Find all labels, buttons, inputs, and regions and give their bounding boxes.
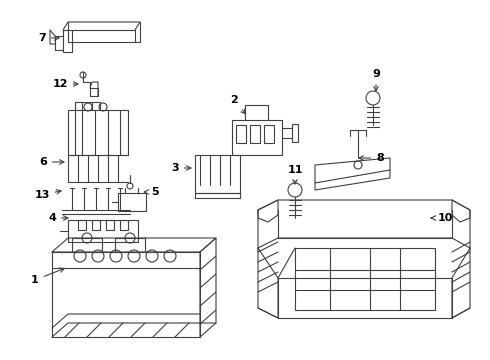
Bar xyxy=(115,238,145,252)
Bar xyxy=(68,220,138,242)
Text: 6: 6 xyxy=(39,157,64,167)
Bar xyxy=(92,220,100,230)
Text: 8: 8 xyxy=(359,153,384,163)
Bar xyxy=(118,193,146,211)
Text: 12: 12 xyxy=(52,79,78,89)
Bar xyxy=(264,125,274,143)
Bar xyxy=(195,155,240,193)
Text: 9: 9 xyxy=(372,69,380,91)
Bar xyxy=(250,125,260,143)
Text: 1: 1 xyxy=(31,268,64,285)
Text: 13: 13 xyxy=(34,190,61,200)
Text: 4: 4 xyxy=(48,213,68,223)
Text: 3: 3 xyxy=(171,163,191,173)
Bar xyxy=(232,120,282,155)
Bar xyxy=(72,238,102,252)
Text: 2: 2 xyxy=(230,95,245,114)
Bar xyxy=(52,252,200,337)
Bar xyxy=(292,124,298,142)
Bar xyxy=(120,220,128,230)
Text: 7: 7 xyxy=(38,33,59,43)
Bar xyxy=(78,220,86,230)
Bar xyxy=(106,220,114,230)
Text: 11: 11 xyxy=(287,165,303,184)
Text: 10: 10 xyxy=(431,213,453,223)
Bar xyxy=(68,110,128,155)
Text: 5: 5 xyxy=(144,187,159,197)
Bar xyxy=(236,125,246,143)
